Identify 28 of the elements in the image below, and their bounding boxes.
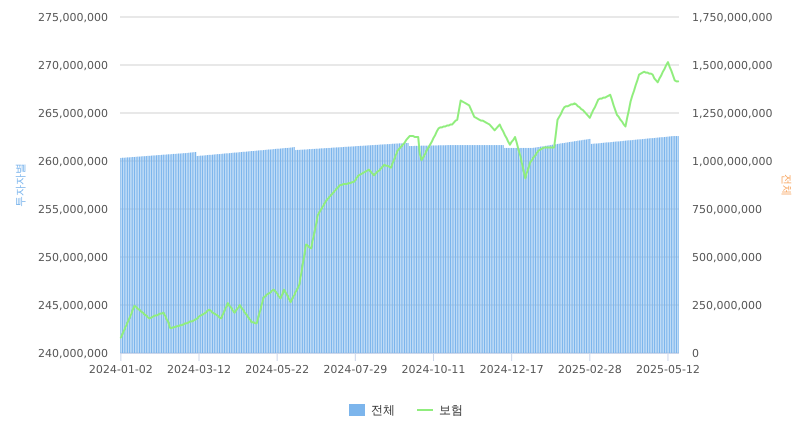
y2-tick-label: 500,000,000 [692,251,762,264]
y-axis-title: 투자자별 [14,163,27,207]
y2-tick-label: 1,000,000,000 [692,155,772,168]
y2-tick-label: 750,000,000 [692,203,762,216]
y2-axis-title: 전체 [780,174,793,196]
y-tick-label: 270,000,000 [38,59,108,72]
x-tick-label: 2024-03-12 [167,363,231,376]
y2-tick-label: 1,250,000,000 [692,107,772,120]
y-tick-label: 245,000,000 [38,299,108,312]
y2-tick-label: 1,500,000,000 [692,59,772,72]
y2-tick-label: 0 [692,347,699,360]
legend-label: 보험 [439,403,463,417]
y-tick-label: 265,000,000 [38,107,108,120]
y-tick-label: 275,000,000 [38,11,108,24]
y-tick-label: 250,000,000 [38,251,108,264]
y2-tick-label: 250,000,000 [692,299,762,312]
y2-tick-label: 1,750,000,000 [692,11,772,24]
x-tick-label: 2024-07-29 [323,363,388,376]
x-tick-label: 2025-02-28 [558,363,622,376]
x-tick-label: 2024-05-22 [245,363,310,376]
y-tick-label: 240,000,000 [38,347,108,360]
x-tick-label: 2024-01-02 [88,363,153,376]
x-tick-label: 2024-10-11 [402,363,466,376]
x-tick-label: 2024-12-17 [480,363,544,376]
y-tick-label: 260,000,000 [38,155,108,168]
legend-label: 전체 [371,403,395,417]
y-tick-label: 255,000,000 [38,203,108,216]
x-tick-label: 2025-05-12 [636,363,700,376]
